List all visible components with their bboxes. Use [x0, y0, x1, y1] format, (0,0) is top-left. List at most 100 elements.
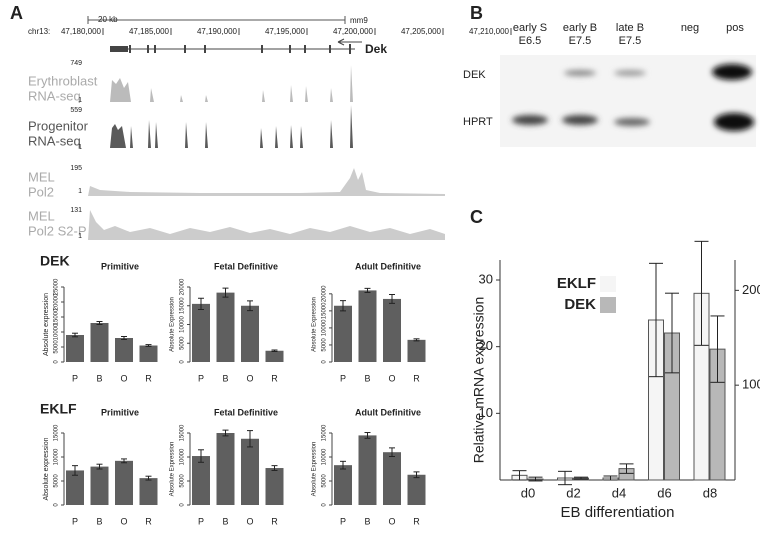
y-tick-label: 10000 [54, 323, 60, 340]
y-tick-label: 10000 [180, 448, 186, 465]
legend-swatch [600, 297, 616, 313]
track-max: 749 [70, 60, 82, 67]
lane-label: early S [513, 22, 547, 34]
y-tick-label: 0 [180, 503, 186, 507]
x-tick-label: P [72, 516, 78, 526]
row-label: HPRT [463, 116, 493, 128]
row-title: EKLF [40, 401, 77, 417]
bar [265, 350, 284, 362]
bar [139, 345, 158, 362]
y-tick-label: 5000 [54, 340, 60, 354]
x-tick-label: O [120, 516, 127, 526]
y-tick-label: 15000 [54, 424, 60, 441]
subplot-title: Adult Definitive [355, 261, 421, 271]
track-label: Progenitor [28, 118, 89, 133]
band [712, 64, 752, 80]
track-label: RNA-seq [28, 88, 81, 103]
lane-label: pos [726, 22, 744, 34]
coord-label: 47,190,000 [197, 27, 238, 36]
subplot-title: Primitive [101, 261, 139, 271]
x-tick-label: B [222, 516, 228, 526]
track-label: MEL [28, 169, 55, 184]
coord-label: 47,200,000 [333, 27, 374, 36]
bar [383, 452, 401, 505]
bar [66, 335, 84, 362]
y-axis-label: Relative mRNA expression [471, 297, 487, 464]
y-axis-label: Absolute expression [43, 293, 50, 356]
row-label: DEK [463, 69, 486, 81]
track-min: 1 [78, 144, 82, 151]
y-tick-label: 0 [54, 360, 60, 364]
track-label: MEL [28, 208, 55, 223]
x-tick-label: R [271, 516, 278, 526]
x-tick-label: O [120, 373, 127, 383]
x-tick-label: O [388, 516, 395, 526]
x-tick-label: d6 [657, 485, 671, 500]
coord-label: 47,185,000 [129, 27, 170, 36]
y-axis-label: Absolute Expression [170, 442, 176, 497]
lane-label: E6.5 [519, 35, 542, 47]
x-tick-label: B [96, 516, 102, 526]
bar [216, 292, 235, 362]
panel-letter: B [470, 3, 483, 23]
band [562, 115, 598, 125]
bar [216, 433, 235, 505]
x-tick-label: B [222, 373, 228, 383]
bar [115, 460, 133, 505]
x-tick-label: O [246, 516, 253, 526]
y-tick-label: 30 [479, 271, 493, 286]
panel-letter: A [10, 3, 23, 23]
y-tick-label: 20000 [180, 278, 186, 295]
signal [88, 168, 445, 196]
coord-label: 47,205,000 [401, 27, 442, 36]
band [614, 118, 650, 126]
row-title: DEK [40, 253, 70, 269]
bar [139, 478, 158, 505]
x-tick-label: R [145, 516, 152, 526]
y-axis-label: Absolute Expression [312, 442, 318, 497]
lane-label: E7.5 [619, 35, 642, 47]
y-tick-label: 0 [180, 360, 186, 364]
x-tick-label: P [198, 373, 204, 383]
exon [110, 46, 128, 52]
track-min: 1 [78, 188, 82, 195]
browser: 20 kb mm9 chr13: 47,180,000 47,185,000 47,… [28, 15, 512, 240]
y2-tick-label: 200 [742, 282, 760, 297]
legend-swatch [600, 276, 616, 292]
subplot-title: Adult Definitive [355, 407, 421, 417]
y-tick-label: 5000 [322, 338, 328, 352]
track-min: 1 [78, 233, 82, 240]
bar [334, 305, 352, 362]
x-tick-label: P [198, 516, 204, 526]
x-axis-label: EB differentiation [561, 504, 675, 521]
y2-tick-label: 100 [742, 377, 760, 392]
band [512, 115, 548, 125]
bar [66, 470, 84, 505]
x-tick-label: B [364, 516, 370, 526]
x-tick-label: B [96, 373, 102, 383]
lane-label: neg [681, 22, 699, 34]
signal [88, 65, 445, 102]
bar [334, 465, 352, 505]
subplot-title: Fetal Definitive [214, 261, 278, 271]
track-label: Pol2 S2-P [28, 223, 87, 238]
legend-label: EKLF [557, 275, 596, 292]
y-tick-label: 20000 [322, 285, 328, 302]
track-min: 1 [78, 97, 82, 104]
bar [241, 305, 259, 362]
track-label: RNA-seq [28, 133, 81, 148]
bar [90, 466, 109, 505]
signal [88, 210, 445, 240]
coord-label: 47,180,000 [61, 27, 102, 36]
y-tick-label: 20 [479, 338, 493, 353]
y-tick-label: 15000 [54, 308, 60, 325]
y-tick-label: 5000 [180, 336, 186, 350]
coord-label: 47,195,000 [265, 27, 306, 36]
bar [407, 474, 426, 505]
legend-label: DEK [564, 296, 596, 313]
y-tick-label: 25000 [54, 278, 60, 295]
lane-label: late B [616, 22, 644, 34]
x-tick-label: R [413, 516, 420, 526]
y-tick-label: 10000 [54, 448, 60, 465]
y-tick-label: 0 [322, 360, 328, 364]
